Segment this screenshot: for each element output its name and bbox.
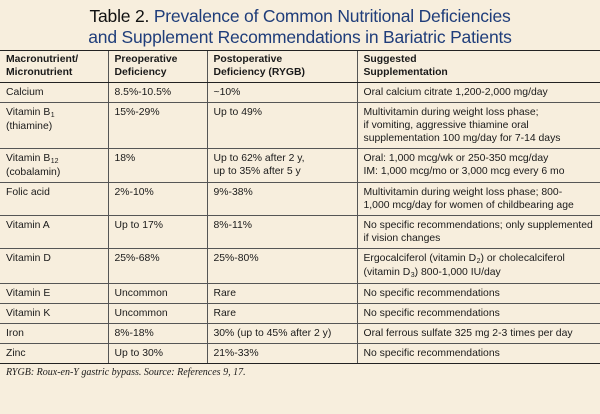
header-preoperative: Preoperative Deficiency — [107, 50, 207, 83]
cell-preoperative: 25%-68% — [107, 248, 207, 284]
cell-preoperative: 18% — [107, 148, 207, 183]
cell-postoperative: 8%-11% — [206, 215, 357, 249]
cell-supplementation: Oral ferrous sulfate 325 mg 2-3 times pe… — [356, 323, 600, 344]
cell-preoperative: 8.5%-10.5% — [107, 82, 207, 103]
table-footnote: RYGB: Roux-en-Y gastric bypass. Source: … — [6, 367, 246, 378]
table-row: Iron 8%-18% 30% (up to 45% after 2 y) Oral … — [0, 323, 600, 344]
cell-supplementation: No specific recommendations — [356, 343, 600, 364]
cell-supplementation: No specific recommendations — [356, 283, 600, 304]
cell-preoperative: Up to 30% — [107, 343, 207, 364]
cell-postoperative: 21%-33% — [206, 343, 357, 364]
cell-preoperative: Uncommon — [107, 283, 207, 304]
cell-postoperative: Rare — [206, 303, 357, 324]
cell-postoperative: 30% (up to 45% after 2 y) — [206, 323, 357, 344]
cell-preoperative: 15%-29% — [107, 102, 207, 149]
cell-postoperative: 25%-80% — [206, 248, 357, 284]
title-line-2: and Supplement Recommendations in Bariat… — [88, 27, 512, 47]
table-title: Table 2. Prevalence of Common Nutritiona… — [0, 0, 600, 50]
cell-nutrient: Vitamin B12 (cobalamin) — [0, 148, 108, 183]
cell-preoperative: 2%-10% — [107, 182, 207, 216]
cell-postoperative: Up to 62% after 2 y, up to 35% after 5 y — [206, 148, 357, 183]
header-supplementation: Suggested Supplementation — [356, 50, 600, 83]
header-row: Macronutrient/ Micronutrient Preoperativ… — [0, 50, 600, 83]
cell-nutrient: Vitamin A — [0, 215, 108, 249]
cell-supplementation: Oral calcium citrate 1,200-2,000 mg/day — [356, 82, 600, 103]
cell-preoperative: Uncommon — [107, 303, 207, 324]
deficiency-table: Macronutrient/ Micronutrient Preoperativ… — [0, 50, 600, 364]
table-body: Calcium 8.5%-10.5% ~10% Oral calcium citrat… — [0, 82, 600, 364]
cell-supplementation: Ergocalciferol (vitamin D2) or cholecalc… — [356, 248, 600, 284]
title-line-1: Prevalence of Common Nutritional Deficie… — [153, 6, 511, 26]
table-row: Vitamin A Up to 17% 8%-11% No specific reco… — [0, 215, 600, 249]
cell-nutrient: Vitamin E — [0, 283, 108, 304]
cell-nutrient: Vitamin D — [0, 248, 108, 284]
cell-nutrient: Calcium — [0, 82, 108, 103]
header-postoperative: Postoperative Deficiency (RYGB) — [206, 50, 357, 83]
table-row: Vitamin E Uncommon Rare No specific recomme… — [0, 283, 600, 304]
cell-supplementation: Multivitamin during weight loss phase; if… — [356, 102, 600, 149]
cell-nutrient: Vitamin K — [0, 303, 108, 324]
table-row: Folic acid 2%-10% 9%-38% Multivitamin durin… — [0, 182, 600, 216]
table-row: Vitamin K Uncommon Rare No specific recomme… — [0, 303, 600, 324]
table-row: Vitamin B12 (cobalamin) 18% Up to 62% after… — [0, 148, 600, 183]
cell-postoperative: Up to 49% — [206, 102, 357, 149]
cell-nutrient: Vitamin B1 (thiamine) — [0, 102, 108, 149]
cell-nutrient: Zinc — [0, 343, 108, 364]
cell-preoperative: Up to 17% — [107, 215, 207, 249]
table-row: Calcium 8.5%-10.5% ~10% Oral calcium citrat… — [0, 82, 600, 103]
cell-postoperative: ~10% — [206, 82, 357, 103]
header-nutrient: Macronutrient/ Micronutrient — [0, 50, 108, 83]
cell-postoperative: 9%-38% — [206, 182, 357, 216]
cell-supplementation: Oral: 1,000 mcg/wk or 250-350 mcg/day IM:… — [356, 148, 600, 183]
cell-supplementation: No specific recommendations — [356, 303, 600, 324]
table-row: Vitamin D 25%-68% 25%-80% Ergocalciferol (v… — [0, 248, 600, 284]
cell-supplementation: Multivitamin during weight loss phase; 8… — [356, 182, 600, 216]
table-number: Table 2. — [89, 6, 150, 26]
cell-nutrient: Folic acid — [0, 182, 108, 216]
table-row: Zinc Up to 30% 21%-33% No specific recommen… — [0, 343, 600, 364]
cell-nutrient: Iron — [0, 323, 108, 344]
cell-supplementation: No specific recommendations; only supple… — [356, 215, 600, 249]
cell-preoperative: 8%-18% — [107, 323, 207, 344]
table-row: Vitamin B1 (thiamine) 15%-29% Up to 49% Mult… — [0, 102, 600, 149]
cell-postoperative: Rare — [206, 283, 357, 304]
